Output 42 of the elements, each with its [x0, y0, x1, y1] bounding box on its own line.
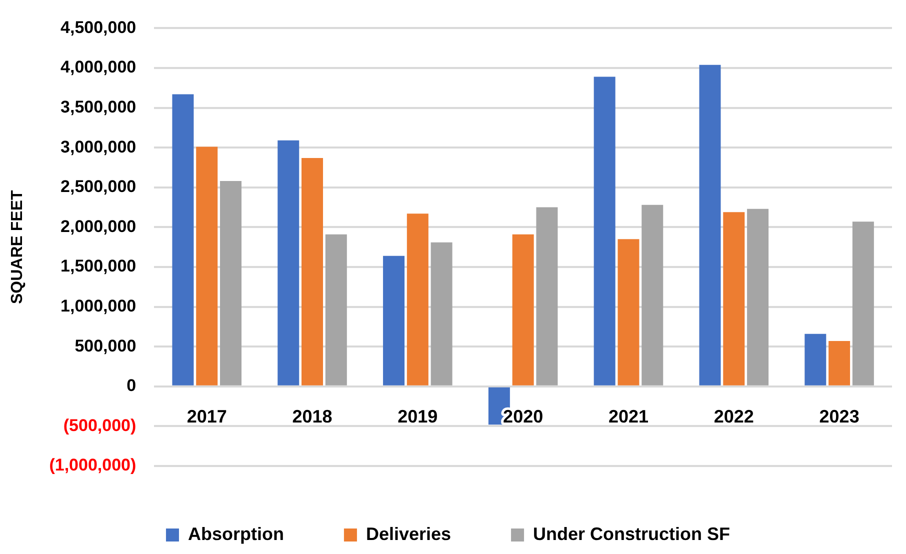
y-tick-label: 1,000,000 [60, 296, 136, 316]
y-tick-label: 2,500,000 [60, 177, 136, 196]
y-tick-label: (1,000,000) [49, 456, 136, 475]
legend-label: Under Construction SF [533, 524, 730, 544]
bar [325, 234, 347, 386]
x-tick-label: 2019 [398, 406, 438, 426]
y-tick-label: 2,000,000 [60, 216, 136, 236]
y-tick-label: 3,500,000 [60, 97, 136, 116]
y-tick-label: (500,000) [63, 416, 136, 435]
y-tick-label: 500,000 [74, 336, 136, 356]
bar [804, 334, 826, 386]
bar [278, 140, 300, 386]
y-tick-label: 0 [126, 376, 136, 396]
y-tick-label: 4,500,000 [60, 18, 136, 37]
bar [594, 76, 616, 386]
bar [302, 158, 324, 386]
bar [220, 181, 242, 386]
bar [196, 146, 218, 386]
bar [383, 256, 405, 386]
x-tick-label: 2018 [292, 406, 332, 426]
bar [642, 204, 664, 386]
legend-label: Deliveries [366, 524, 452, 544]
bar [406, 214, 428, 386]
bar [723, 212, 745, 386]
legend-label: Absorption [188, 524, 284, 544]
x-tick-label: 2023 [819, 406, 860, 426]
bar [618, 239, 640, 386]
x-tick-label: 2017 [186, 406, 227, 426]
bar [828, 341, 850, 386]
x-tick-label: 2022 [714, 406, 754, 426]
bar [430, 242, 452, 386]
y-tick-label: 1,500,000 [60, 256, 136, 276]
bar [699, 64, 721, 386]
bar [172, 94, 194, 386]
y-tick-label: 3,000,000 [60, 137, 136, 156]
bar [536, 207, 558, 386]
x-tick-label: 2021 [608, 406, 649, 426]
bar [512, 234, 534, 386]
y-axis-title: SQUARE FEET [9, 190, 26, 304]
bar [852, 222, 874, 386]
bar [747, 208, 769, 386]
y-tick-label: 4,000,000 [60, 58, 136, 77]
